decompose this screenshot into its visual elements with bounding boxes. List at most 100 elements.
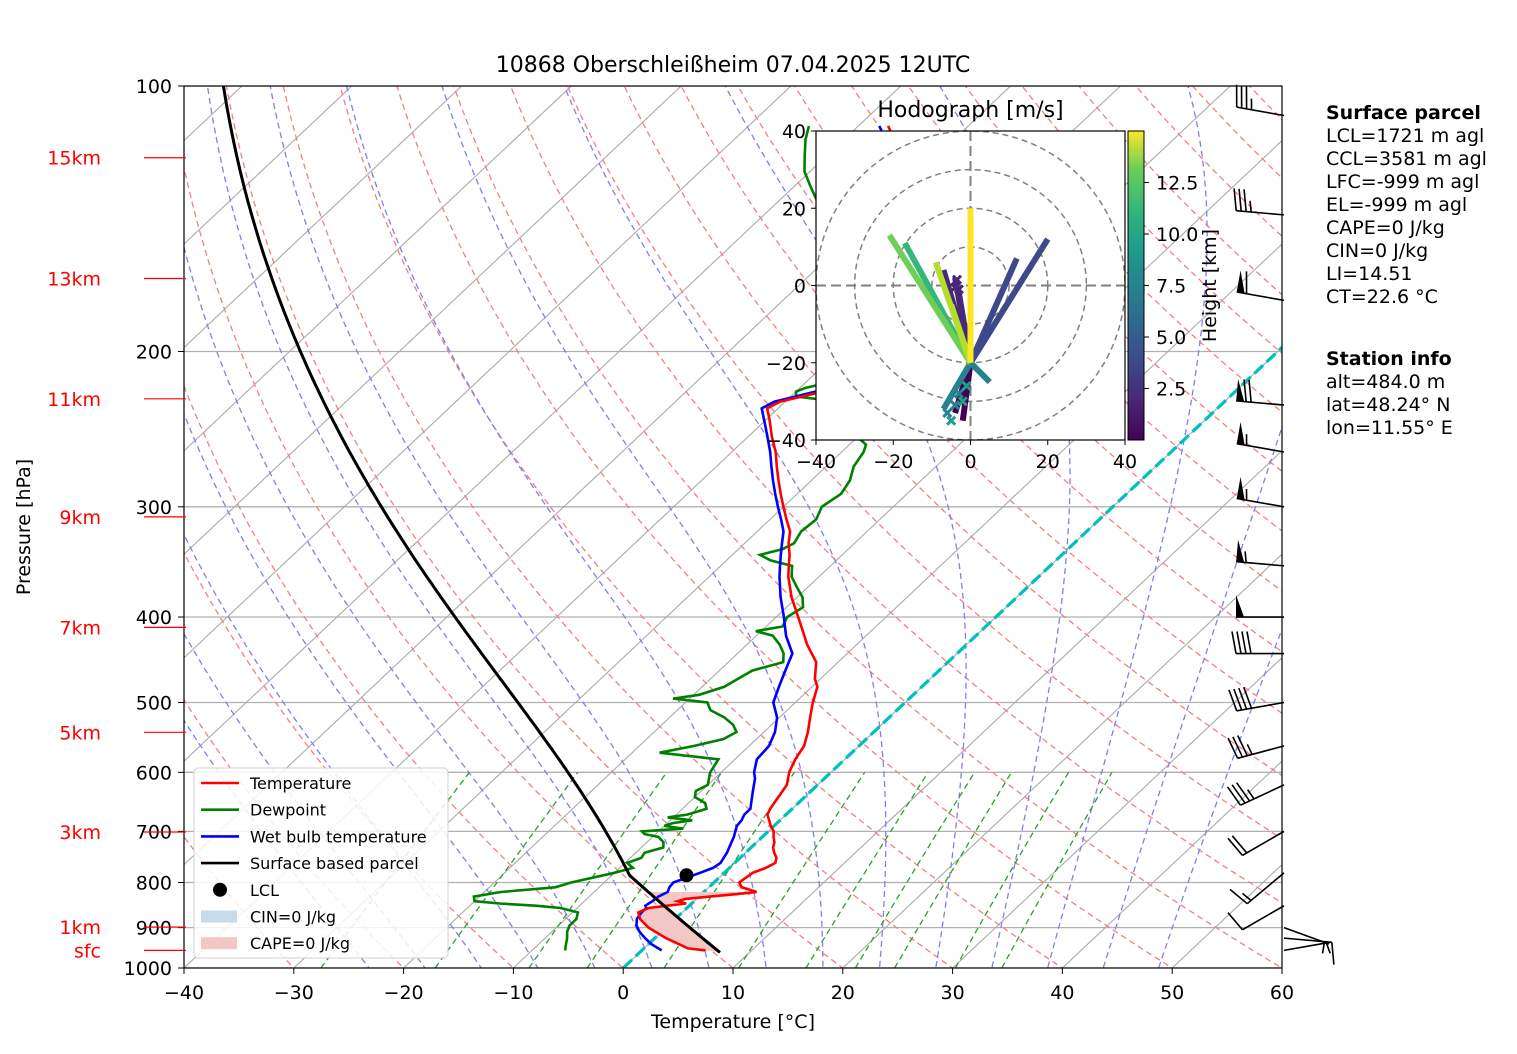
y-axis-label: Pressure [hPa] (13, 459, 35, 595)
mixing-ratio-line (894, 771, 1013, 968)
wind-barb-feather (1226, 786, 1242, 806)
x-tick-label: 10 (721, 982, 745, 1004)
x-tick-label: 20 (831, 982, 855, 1004)
mixing-ratio-line (528, 771, 668, 968)
dry-adiabat-line (396, 86, 1174, 968)
wind-barb-pennant (1236, 378, 1245, 402)
mixing-ratio-line (805, 771, 929, 968)
moist-adiabat-line (724, 86, 967, 968)
legend-swatch (201, 937, 237, 950)
legend-box (193, 767, 449, 959)
wind-barb-feather (1238, 687, 1248, 710)
wind-barb-feather (1331, 942, 1335, 965)
wind-barb-feather (1248, 379, 1252, 403)
hodograph-point (946, 415, 957, 426)
hodograph-segment (940, 361, 974, 411)
wind-barb-staff (1236, 497, 1285, 508)
wind-barb (1283, 937, 1335, 965)
colorbar (1127, 130, 1145, 441)
wind-barb-feather (1229, 888, 1248, 905)
wind-barb-half-feather (1246, 743, 1253, 755)
legend-label: CAPE=0 J/kg (250, 934, 350, 953)
hodograph-y-tick-label: −40 (766, 430, 806, 452)
hodograph-x-tick-label: 20 (1036, 451, 1060, 473)
p-tick-label: 200 (136, 342, 172, 364)
isotherm-line (184, 86, 902, 762)
surface-ccl: CCL=3581 m agl (1326, 148, 1487, 170)
colorbar-tick-label: 2.5 (1156, 379, 1186, 401)
surface-el: EL=-999 m agl (1326, 194, 1468, 216)
isotherm-line (184, 86, 792, 659)
height-label: 1km (59, 917, 101, 939)
wind-barb-staff (1236, 291, 1285, 302)
mixing-ratio-line (434, 771, 579, 968)
hodograph: Hodograph [m/s] −40−40 −20 −20 0 0 20 20 40 40 2.5… (766, 98, 1221, 473)
x-tick-label: −10 (493, 982, 533, 1004)
height-label: sfc (74, 940, 101, 962)
wind-barb-half-feather (1249, 200, 1252, 213)
surface-cape: CAPE=0 J/kg (1326, 217, 1445, 239)
dry-adiabat-line (282, 86, 954, 968)
wind-barb-staff (1236, 400, 1285, 406)
wind-barb-pennant (1236, 422, 1245, 446)
station-info-header: Station info (1326, 348, 1452, 370)
wind-barb-feather (1233, 688, 1243, 711)
hodograph-y-tick-label: 20 (782, 198, 806, 220)
chart-title: 10868 Oberschleißheim 07.04.2025 12UTC (496, 53, 971, 78)
x-axis-ticks: −40 −30 −20 −10 0 10 20 30 40 50 60 (164, 968, 1294, 1004)
x-tick-label: 40 (1050, 982, 1074, 1004)
moist-adiabat-line (345, 86, 767, 968)
wind-barb-feather (1231, 631, 1237, 654)
height-label: 9km (59, 507, 101, 529)
height-label: 11km (47, 389, 101, 411)
wind-barb (1283, 926, 1330, 954)
legend-label: Surface based parcel (250, 854, 419, 873)
mixing-ratio-line (1001, 771, 1113, 968)
isotherm-line (184, 86, 682, 556)
wind-barb (1235, 84, 1285, 117)
x-tick-label: 30 (941, 982, 965, 1004)
wind-barb-feather (1243, 379, 1247, 402)
hodograph-y-tick-label: 0 (794, 276, 806, 298)
wind-barb-feather (1235, 782, 1251, 802)
wind-barb (1283, 941, 1332, 954)
dry-adiabat-line (509, 86, 1282, 904)
dry-adiabat-line (184, 384, 625, 968)
p-tick-label: 800 (136, 873, 172, 895)
wind-barb-staff (1236, 106, 1285, 117)
p-tick-label: 500 (136, 692, 172, 714)
height-label: 13km (47, 269, 101, 291)
wind-barb-staff (1283, 926, 1330, 945)
surface-parcel-header: Surface parcel (1326, 102, 1481, 124)
mixing-ratio-line (854, 771, 976, 968)
moist-adiabat-line (206, 86, 653, 968)
wind-barb-feather (1232, 736, 1244, 758)
dry-adiabat-line (850, 86, 1282, 532)
wind-barbs (1226, 84, 1335, 965)
cape-fill-region (638, 892, 757, 953)
hodograph-y-tick-label: 40 (782, 121, 806, 143)
wind-barb (1228, 686, 1285, 712)
x-tick-label: 50 (1160, 982, 1184, 1004)
p-tick-label: 300 (136, 497, 172, 519)
height-label: 5km (59, 722, 101, 744)
legend: Temperature Dewpoint Wet bulb temperature S… (193, 767, 449, 959)
isotherm-line (184, 86, 463, 349)
moist-adiabat-line (184, 719, 371, 968)
hodograph-plot (816, 131, 1125, 440)
hodograph-title: Hodograph [m/s] (877, 98, 1063, 123)
height-label: 7km (59, 617, 101, 639)
moist-adiabat-line (269, 86, 710, 968)
moist-adiabat-line (1102, 424, 1282, 968)
p-tick-label: 1000 (124, 958, 172, 980)
mixing-ratio-line (586, 771, 723, 968)
isotherm-line (184, 86, 573, 452)
parcel-trace (221, 86, 721, 954)
mixing-ratio-line (954, 771, 1070, 968)
wind-barb (1229, 872, 1285, 905)
wind-barb (1227, 830, 1285, 857)
wind-barb-feather (1227, 837, 1244, 856)
wind-barb-feather (1228, 689, 1238, 712)
